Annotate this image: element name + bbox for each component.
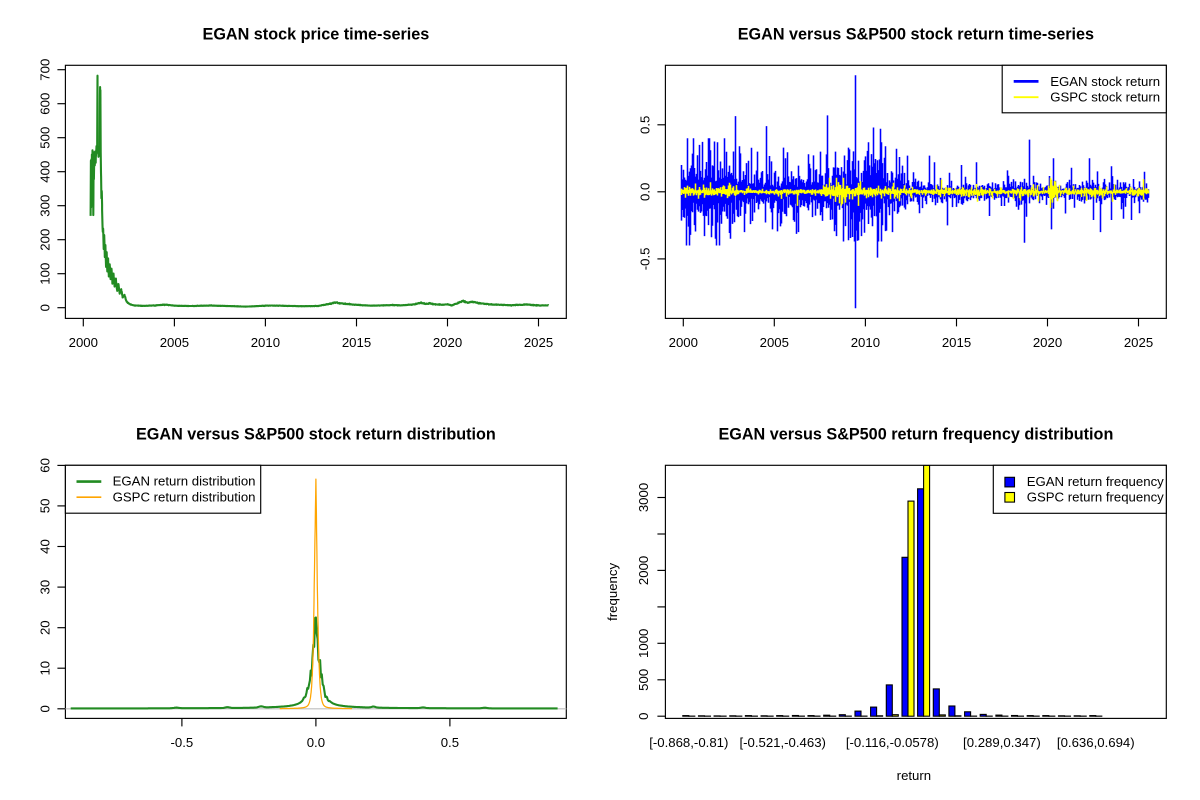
svg-text:500: 500 [636,669,651,691]
svg-text:600: 600 [37,93,52,115]
svg-text:60: 60 [37,458,52,473]
svg-text:2025: 2025 [524,335,553,350]
svg-text:2020: 2020 [433,335,462,350]
svg-text:20: 20 [37,620,52,635]
svg-text:2015: 2015 [942,335,971,350]
svg-text:EGAN versus S&P500 return freq: EGAN versus S&P500 return frequency dist… [718,426,1113,444]
svg-text:100: 100 [37,263,52,285]
svg-text:2000: 2000 [69,335,98,350]
svg-text:0.5: 0.5 [637,116,652,134]
svg-text:GSPC stock return: GSPC stock return [1050,90,1160,105]
svg-text:0: 0 [37,304,52,311]
svg-text:1000: 1000 [636,629,651,658]
svg-text:[-0.116,-0.0578): [-0.116,-0.0578) [846,735,939,750]
svg-text:[0.636,0.694): [0.636,0.694) [1057,735,1135,750]
svg-text:2025: 2025 [1124,335,1153,350]
svg-text:EGAN versus S&P500 stock retur: EGAN versus S&P500 stock return time-ser… [738,26,1094,44]
svg-text:2010: 2010 [851,335,880,350]
svg-text:0.5: 0.5 [441,735,459,750]
svg-text:10: 10 [37,661,52,676]
svg-text:300: 300 [37,195,52,217]
svg-text:0.0: 0.0 [637,183,652,201]
svg-text:200: 200 [37,229,52,251]
svg-text:2015: 2015 [342,335,371,350]
svg-text:0.0: 0.0 [307,735,325,750]
svg-text:-0.5: -0.5 [637,248,652,271]
svg-text:[-0.521,-0.463): [-0.521,-0.463) [739,735,826,750]
svg-text:EGAN return frequency: EGAN return frequency [1027,474,1164,489]
svg-text:EGAN stock price time-series: EGAN stock price time-series [203,26,430,44]
svg-text:0: 0 [636,713,651,720]
svg-text:[-0.868,-0.81): [-0.868,-0.81) [649,735,728,750]
svg-text:return: return [897,768,931,783]
svg-text:frequency: frequency [605,563,620,621]
svg-text:2020: 2020 [1033,335,1062,350]
svg-text:EGAN return distribution: EGAN return distribution [113,474,256,489]
svg-text:700: 700 [37,59,52,81]
svg-text:2000: 2000 [636,556,651,585]
svg-text:2000: 2000 [669,335,698,350]
svg-text:-0.5: -0.5 [171,735,194,750]
svg-text:400: 400 [37,161,52,183]
svg-text:30: 30 [37,580,52,595]
svg-text:2010: 2010 [251,335,280,350]
svg-text:2005: 2005 [760,335,789,350]
svg-text:GSPC return frequency: GSPC return frequency [1027,489,1164,504]
svg-text:0: 0 [37,705,52,712]
svg-text:3000: 3000 [636,483,651,512]
svg-text:EGAN stock return: EGAN stock return [1050,74,1160,89]
svg-text:2005: 2005 [160,335,189,350]
svg-text:50: 50 [37,499,52,514]
svg-text:GSPC return distribution: GSPC return distribution [113,489,256,504]
svg-text:40: 40 [37,539,52,554]
svg-text:500: 500 [37,127,52,149]
svg-text:EGAN versus S&P500 stock retur: EGAN versus S&P500 stock return distribu… [136,426,496,444]
svg-text:[0.289,0.347): [0.289,0.347) [963,735,1041,750]
